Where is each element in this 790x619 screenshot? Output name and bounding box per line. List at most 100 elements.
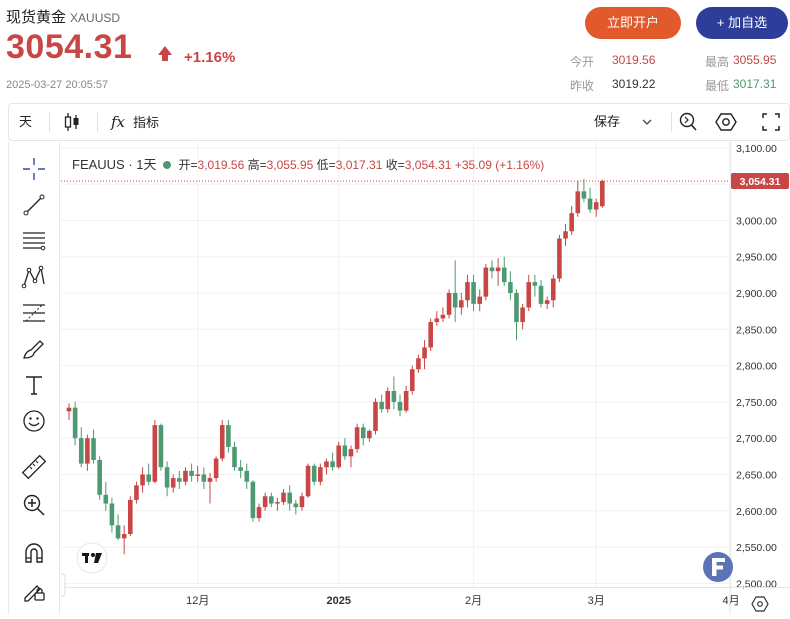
quick-search-icon[interactable]	[677, 104, 701, 140]
legend-close-value: 3,054.31	[404, 158, 452, 172]
function-icon: fx	[111, 113, 126, 131]
lock-drawing-icon[interactable]	[21, 578, 47, 604]
settings-icon[interactable]	[715, 104, 739, 140]
candle-body	[385, 390, 391, 410]
y-tick-label: 2,900.00	[736, 288, 777, 300]
candle-body	[330, 461, 335, 468]
last-price-label: 3,054.31	[740, 176, 781, 188]
legend-high-value: 3,055.95	[266, 158, 314, 172]
y-tick-label: 2,650.00	[736, 469, 777, 481]
brush-icon[interactable]	[21, 336, 47, 362]
stat-today-open: 今开 3019.56	[570, 53, 670, 69]
candle-body	[483, 267, 489, 297]
candle-body	[508, 282, 513, 293]
candle-body	[514, 292, 519, 323]
candle-body	[520, 307, 525, 323]
y-tick-label: 2,750.00	[736, 397, 777, 409]
instrument-title: 现货黄金 XAUUSD	[6, 6, 120, 27]
open-account-button[interactable]: 立即开户	[585, 7, 681, 39]
candlestick-chart[interactable]: 3,100.003,050.003,000.002,950.002,900.00…	[58, 142, 790, 614]
candle-body	[78, 438, 84, 464]
save-label: 保存	[594, 114, 621, 129]
candle-body	[207, 478, 213, 482]
horizontal-lines-icon[interactable]	[21, 228, 47, 254]
candle-body	[342, 445, 348, 457]
stat-label: 最低	[705, 79, 730, 93]
candle-body	[600, 180, 605, 207]
legend-delta-value: +35.09 (+1.16%)	[454, 158, 545, 172]
zoom-in-icon[interactable]	[21, 492, 47, 518]
candle-style-icon[interactable]	[63, 104, 83, 140]
magnet-icon[interactable]	[21, 540, 47, 566]
price-chart-area[interactable]: 3,100.003,050.003,000.002,950.002,900.00…	[58, 142, 790, 614]
y-tick-label: 2,700.00	[736, 433, 777, 445]
fib-retracement-icon[interactable]	[21, 300, 47, 326]
candle-body	[538, 285, 544, 304]
candle-body	[422, 347, 427, 359]
x-tick-label: 4月	[722, 595, 739, 607]
candle-body	[336, 445, 342, 468]
indicators-button[interactable]: fx 指标	[111, 104, 159, 140]
stat-high: 最高 3055.95	[705, 53, 790, 69]
candle-body	[477, 296, 483, 304]
stat-label: 最高	[705, 55, 730, 69]
candle-body	[391, 390, 397, 402]
interval-selector[interactable]: 天	[19, 114, 33, 129]
x-tick-label: 2025	[326, 595, 350, 607]
toolbar-divider	[97, 112, 98, 132]
trend-line-icon[interactable]	[21, 192, 47, 218]
candle-body	[305, 465, 311, 497]
candle-body	[569, 213, 574, 232]
tradingview-logo-icon	[94, 553, 102, 563]
crosshair-icon[interactable]	[21, 156, 47, 182]
stat-value: 3055.95	[733, 53, 777, 67]
market-status-dot	[162, 161, 171, 169]
quote-timestamp: 2025-03-27 20:05:57	[6, 79, 109, 91]
x-tick-label: 12月	[186, 595, 209, 607]
candle-body	[213, 458, 219, 479]
instrument-name: 现货黄金	[6, 9, 67, 26]
toolbar-divider	[671, 112, 672, 132]
candle-body	[354, 427, 360, 450]
chart-legend: FEAUUS · 1天 开=3,019.56 高=3,055.95 低=3,017…	[72, 154, 544, 173]
ruler-icon[interactable]	[21, 454, 47, 480]
candle-body	[183, 470, 188, 482]
candle-body	[409, 369, 415, 391]
candle-body	[495, 267, 501, 272]
candle-body	[97, 459, 102, 495]
current-price: 3054.31	[6, 28, 133, 66]
candle-body	[232, 446, 237, 468]
scroll-left-handle	[58, 573, 66, 597]
y-tick-label: 2,550.00	[736, 542, 777, 554]
legend-low-value: 3,017.31	[335, 158, 383, 172]
candle-body	[287, 492, 292, 504]
up-arrow-icon	[158, 46, 172, 55]
candle-body	[66, 407, 72, 412]
candle-body	[434, 318, 440, 323]
axis-settings-icon	[751, 596, 769, 612]
last-price-tag	[731, 172, 789, 189]
legend-open-key: 开=	[178, 158, 198, 172]
candle-body	[373, 401, 378, 431]
candle-body	[563, 231, 568, 239]
text-tool-icon[interactable]	[21, 372, 47, 398]
candle-body	[238, 467, 243, 471]
legend-low-key: 低=	[316, 158, 336, 172]
candle-body	[226, 425, 231, 447]
candle-body	[85, 438, 90, 464]
candle-body	[146, 474, 151, 482]
candle-body	[195, 474, 201, 476]
save-button[interactable]: 保存	[594, 104, 652, 140]
emoji-icon[interactable]	[21, 408, 47, 434]
candle-body	[177, 478, 182, 482]
y-tick-label: 2,950.00	[736, 252, 777, 264]
candle-body	[299, 496, 305, 508]
candle-body	[459, 300, 464, 308]
fullscreen-icon[interactable]	[761, 104, 783, 140]
candle-body	[140, 474, 145, 486]
y-tick-label: 3,000.00	[736, 215, 777, 227]
candle-body	[318, 467, 323, 482]
tradingview-logo-icon	[91, 553, 95, 557]
pattern-icon[interactable]	[21, 264, 47, 290]
add-watchlist-button[interactable]: + 加自选	[696, 7, 788, 39]
